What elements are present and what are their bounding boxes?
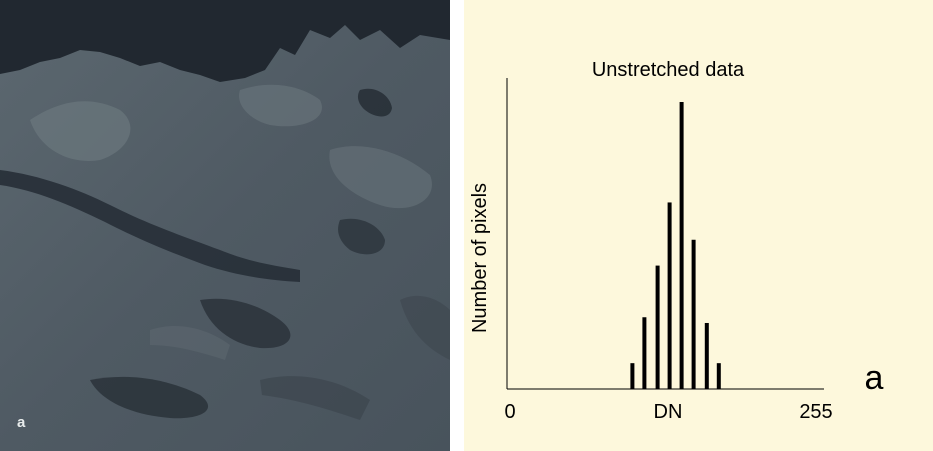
- photo-panel-label: a: [17, 414, 26, 431]
- x-axis-label: DN: [654, 401, 683, 423]
- histogram-bar: [642, 317, 647, 389]
- histogram-bar: [704, 322, 709, 389]
- histogram-panel: Unstretched data Number of pixels 0 DN 2…: [464, 0, 933, 451]
- satellite-image: [0, 0, 450, 451]
- histogram-bar: [716, 363, 721, 389]
- histogram-chart: Unstretched data Number of pixels 0 DN 2…: [469, 59, 884, 423]
- chart-title: Unstretched data: [592, 59, 745, 81]
- chart-panel-label: a: [865, 359, 884, 397]
- bars-group: [510, 102, 816, 390]
- histogram-bar: [691, 239, 696, 389]
- histogram-bar: [667, 202, 672, 389]
- panel-divider: [450, 0, 464, 451]
- histogram-bar: [630, 363, 635, 389]
- histogram-bar: [679, 102, 684, 389]
- y-axis-label: Number of pixels: [469, 183, 491, 333]
- x-tick-label-min: 0: [504, 401, 515, 423]
- x-tick-label-max: 255: [799, 401, 832, 423]
- histogram-bar: [655, 265, 660, 389]
- satellite-image-panel: a: [0, 0, 450, 451]
